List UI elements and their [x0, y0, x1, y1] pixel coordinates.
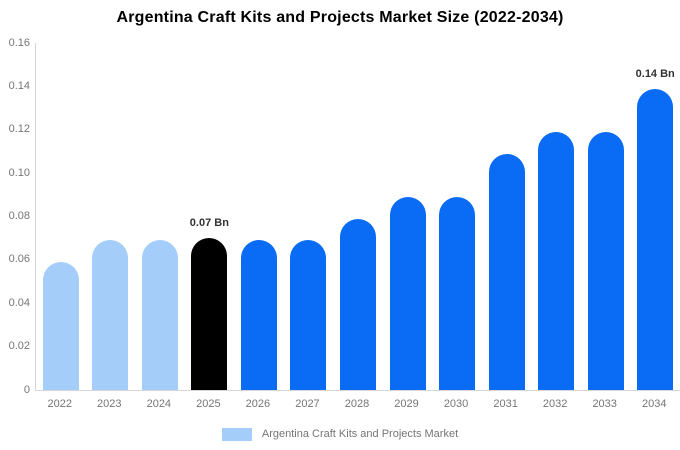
bar-2023 [92, 240, 129, 390]
bar-2022 [42, 262, 79, 390]
bar-2024 [141, 240, 178, 390]
legend: Argentina Craft Kits and Projects Market [0, 426, 680, 442]
x-axis-tick-label: 2027 [295, 398, 320, 410]
bar-2026 [240, 240, 277, 390]
bar-2031 [488, 153, 525, 390]
bar-2028 [340, 218, 376, 390]
x-axis-tick-label: 2029 [394, 398, 419, 410]
x-axis-tick-label: 2033 [592, 398, 617, 410]
x-axis-tick-label: 2034 [641, 398, 667, 410]
y-axis-tick-label: 0 [23, 383, 30, 396]
y-axis-tick-label: 0.14 [8, 79, 30, 92]
x-axis-tick-label: 2032 [542, 398, 568, 410]
bar-2034 [637, 88, 674, 390]
bar-2032 [538, 131, 575, 390]
legend-swatch [221, 427, 252, 441]
y-axis-tick-label: 0.04 [8, 296, 30, 309]
bar-2033 [587, 131, 624, 390]
bar-value-label-2034: 0.14 Bn [635, 67, 675, 80]
legend-label: Argentina Craft Kits and Projects Market [261, 428, 459, 440]
bar-2027 [290, 240, 327, 390]
x-axis-tick-label: 2023 [97, 398, 122, 410]
bar-2029 [389, 196, 426, 390]
chart-title: Argentina Craft Kits and Projects Market… [116, 9, 564, 26]
bar-2030 [439, 196, 476, 390]
x-axis-tick-label: 2025 [196, 398, 221, 410]
x-axis-tick-label: 2022 [47, 398, 72, 410]
x-axis-tick-label: 2026 [245, 398, 271, 410]
x-axis-tick-label: 2028 [344, 398, 370, 410]
y-axis-tick-label: 0.02 [8, 340, 30, 353]
bar-value-label-2025: 0.07 Bn [189, 217, 229, 230]
y-axis-tick-label: 0.06 [8, 253, 30, 266]
y-axis-tick-label: 0.08 [8, 210, 30, 222]
x-axis-tick-label: 2024 [146, 398, 172, 410]
y-axis-tick-label: 0.12 [8, 123, 30, 136]
y-axis-tick-label: 0.10 [8, 166, 30, 179]
plot-area: 0.07 Bn 0.14 Bn [35, 43, 680, 391]
y-axis-tick-label: 0.16 [8, 36, 30, 49]
bar-2025 [191, 238, 228, 390]
x-axis-tick-label: 2030 [443, 398, 469, 410]
x-axis-tick-label: 2031 [493, 398, 518, 410]
